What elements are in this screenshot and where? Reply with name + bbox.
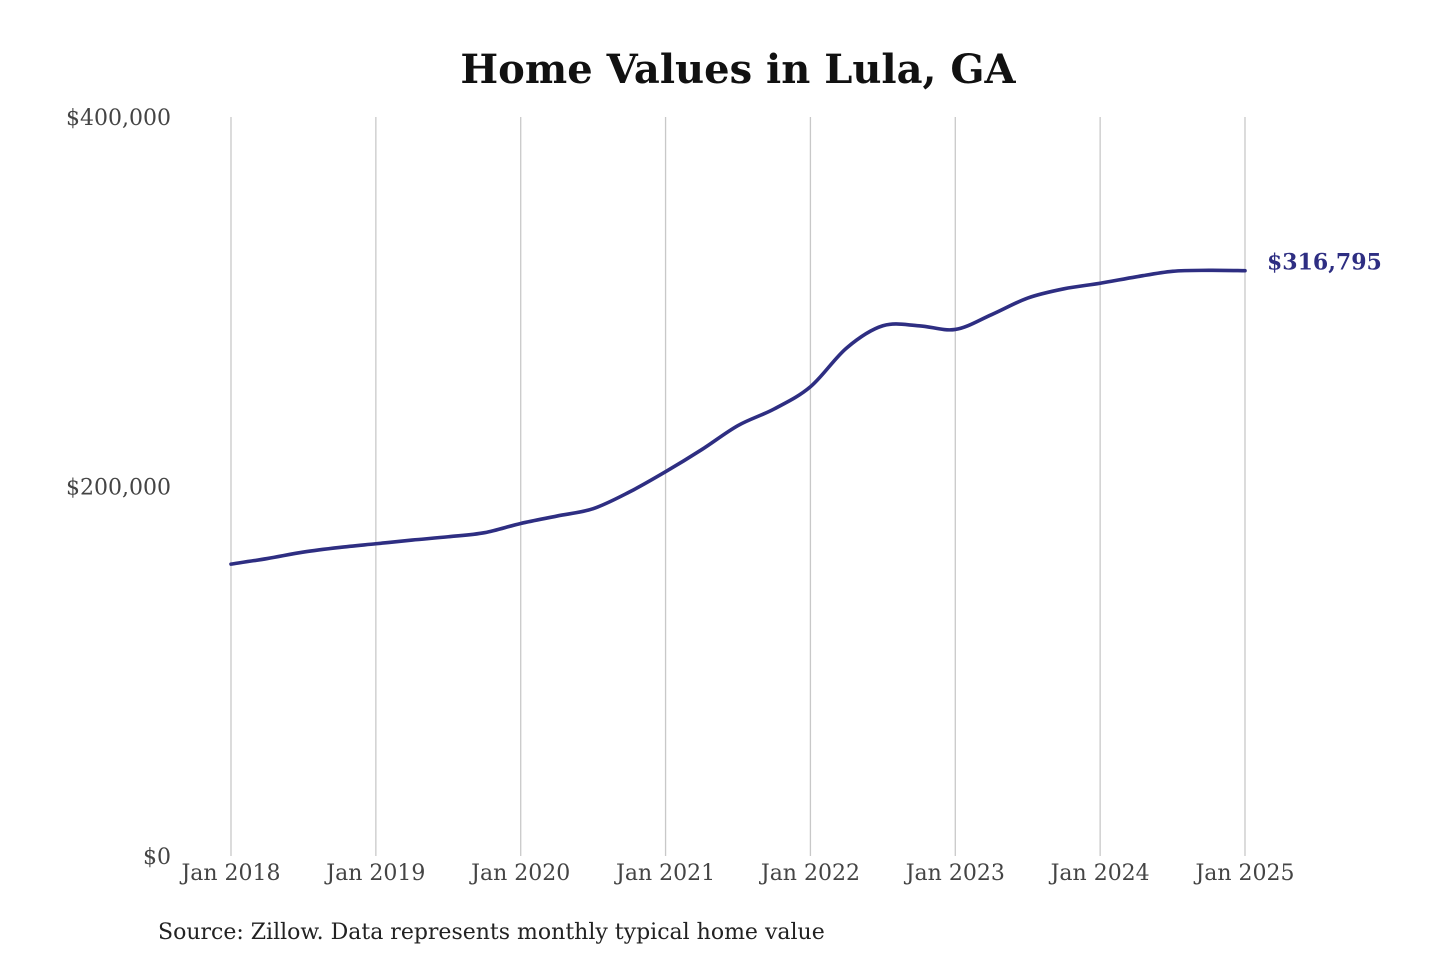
- x-tick-label: Jan 2022: [759, 861, 860, 886]
- x-tick-label: Jan 2024: [1049, 861, 1150, 886]
- series-layer: $316,795: [229, 250, 1382, 566]
- source-note: Source: Zillow. Data represents monthly …: [158, 920, 825, 945]
- x-tick-label: Jan 2019: [324, 861, 425, 886]
- x-tick-label: Jan 2020: [469, 861, 570, 886]
- x-tick-label: Jan 2018: [179, 861, 280, 886]
- y-tick-label: $0: [143, 845, 171, 870]
- x-tick-label: Jan 2021: [614, 861, 715, 886]
- y-axis-ticks: $0 $200,000 $400,000: [66, 106, 171, 870]
- gridlines: [230, 117, 1246, 856]
- x-axis-ticks: Jan 2018 Jan 2019 Jan 2020 Jan 2021 Jan 2022…: [179, 861, 1294, 886]
- x-tick-label: Jan 2025: [1193, 861, 1294, 886]
- series-line-home-value: [229, 268, 1247, 566]
- x-tick-label: Jan 2023: [904, 861, 1005, 886]
- y-tick-label: $400,000: [66, 106, 171, 131]
- end-value-label: $316,795: [1267, 250, 1382, 276]
- chart-title: Home Values in Lula, GA: [460, 46, 1016, 93]
- y-tick-label: $200,000: [66, 476, 171, 501]
